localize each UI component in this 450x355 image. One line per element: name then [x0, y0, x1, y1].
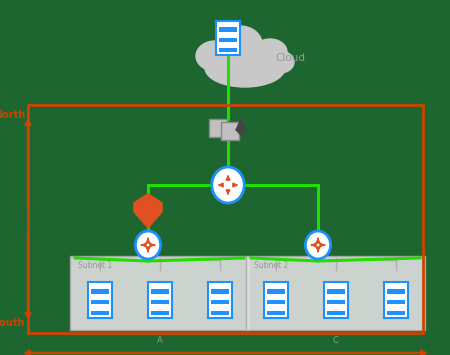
FancyBboxPatch shape [219, 38, 237, 42]
FancyBboxPatch shape [88, 282, 112, 318]
Text: A: A [157, 336, 162, 345]
Text: Subnet 2: Subnet 2 [254, 261, 288, 270]
FancyBboxPatch shape [216, 21, 240, 55]
FancyBboxPatch shape [387, 300, 405, 305]
Polygon shape [134, 194, 162, 228]
FancyBboxPatch shape [70, 256, 249, 330]
FancyBboxPatch shape [211, 311, 229, 315]
FancyBboxPatch shape [324, 282, 348, 318]
Text: Cloud: Cloud [275, 53, 305, 63]
Text: C: C [333, 336, 338, 345]
FancyBboxPatch shape [221, 122, 239, 140]
FancyBboxPatch shape [211, 289, 229, 294]
Ellipse shape [205, 49, 285, 87]
FancyBboxPatch shape [91, 311, 109, 315]
FancyBboxPatch shape [267, 311, 285, 315]
FancyBboxPatch shape [387, 289, 405, 294]
FancyBboxPatch shape [208, 282, 232, 318]
FancyBboxPatch shape [219, 27, 237, 32]
FancyBboxPatch shape [148, 282, 172, 318]
FancyBboxPatch shape [264, 282, 288, 318]
FancyBboxPatch shape [151, 289, 169, 294]
FancyBboxPatch shape [91, 289, 109, 294]
FancyBboxPatch shape [246, 256, 425, 330]
Ellipse shape [218, 26, 262, 62]
FancyBboxPatch shape [327, 300, 345, 305]
Ellipse shape [212, 167, 244, 203]
FancyBboxPatch shape [384, 282, 408, 318]
FancyBboxPatch shape [151, 300, 169, 305]
FancyBboxPatch shape [327, 311, 345, 315]
Ellipse shape [135, 231, 161, 259]
FancyBboxPatch shape [209, 119, 227, 137]
FancyBboxPatch shape [219, 48, 237, 53]
Polygon shape [236, 119, 246, 135]
FancyBboxPatch shape [327, 289, 345, 294]
Ellipse shape [196, 41, 234, 71]
FancyBboxPatch shape [151, 311, 169, 315]
FancyBboxPatch shape [91, 300, 109, 305]
Ellipse shape [253, 39, 287, 65]
Ellipse shape [266, 51, 294, 73]
Text: South: South [0, 318, 25, 328]
FancyBboxPatch shape [211, 300, 229, 305]
FancyBboxPatch shape [267, 289, 285, 294]
FancyBboxPatch shape [387, 311, 405, 315]
Text: Subnet 1: Subnet 1 [78, 261, 112, 270]
Text: North: North [0, 110, 25, 120]
FancyBboxPatch shape [267, 300, 285, 305]
Ellipse shape [306, 231, 331, 259]
